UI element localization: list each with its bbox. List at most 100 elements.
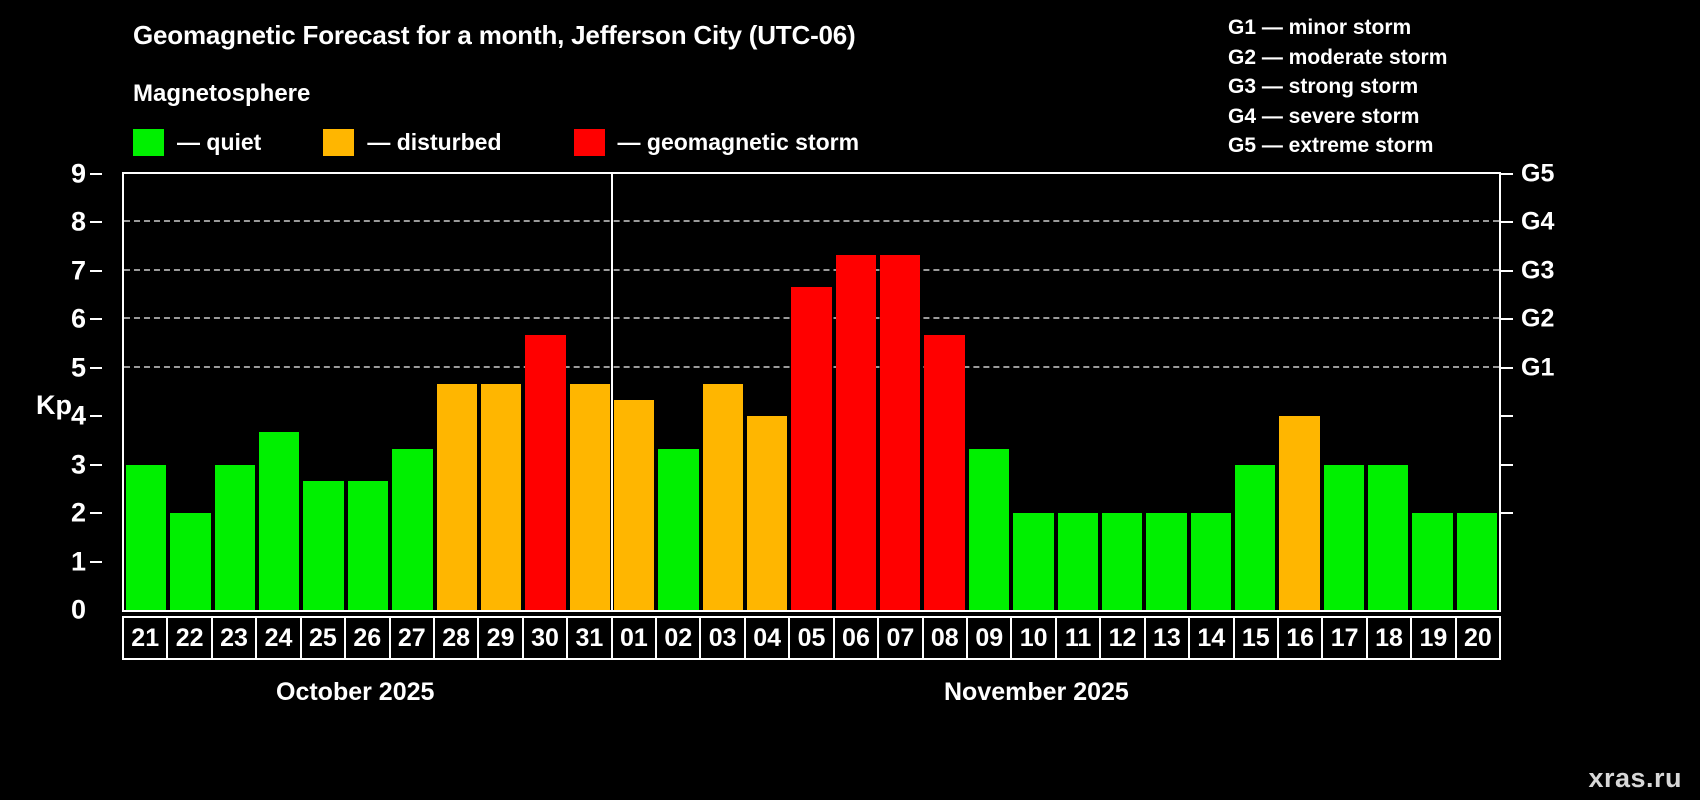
day-label-cell[interactable]: 26 — [344, 616, 391, 660]
bar-slot[interactable] — [1100, 174, 1144, 610]
bar[interactable] — [392, 448, 433, 610]
bar[interactable] — [214, 464, 256, 610]
bar[interactable] — [658, 448, 699, 610]
bar[interactable] — [1013, 513, 1054, 610]
day-label-cell[interactable]: 31 — [566, 616, 613, 660]
y-axis-tick-mark — [90, 221, 102, 224]
bar[interactable] — [1456, 513, 1498, 610]
bar[interactable] — [569, 383, 610, 610]
bar-slot[interactable] — [1322, 174, 1366, 610]
day-label: 14 — [1197, 623, 1226, 652]
bar-slot[interactable] — [168, 174, 212, 610]
bar-slot[interactable] — [301, 174, 345, 610]
day-label-cell[interactable]: 02 — [655, 616, 702, 660]
day-label-cell[interactable]: 03 — [699, 616, 746, 660]
bar-slot[interactable] — [1144, 174, 1188, 610]
bar-slot[interactable] — [656, 174, 700, 610]
bar[interactable] — [880, 254, 921, 610]
month-caption-october: October 2025 — [276, 678, 435, 706]
bar[interactable] — [170, 513, 211, 610]
bar[interactable] — [1368, 464, 1409, 610]
day-label-cell[interactable]: 12 — [1099, 616, 1146, 660]
bar[interactable] — [1190, 513, 1231, 610]
g-axis-tick-mark — [1501, 318, 1513, 321]
day-label-cell[interactable]: 24 — [255, 616, 302, 660]
day-label-cell[interactable]: 25 — [299, 616, 347, 660]
bar[interactable] — [303, 480, 344, 610]
bar-slot[interactable] — [1410, 174, 1454, 610]
bar[interactable] — [480, 383, 522, 610]
day-label-cell[interactable]: 01 — [610, 616, 658, 660]
bar-slot[interactable] — [745, 174, 789, 610]
bar-slot[interactable] — [922, 174, 966, 610]
bar-slot[interactable] — [1233, 174, 1277, 610]
bar[interactable] — [924, 335, 965, 610]
day-label-cell[interactable]: 08 — [921, 616, 969, 660]
bar-slot[interactable] — [1366, 174, 1410, 610]
bar-slot[interactable] — [523, 174, 567, 610]
bar-slot[interactable] — [390, 174, 434, 610]
bar[interactable] — [525, 335, 566, 610]
bar-slot[interactable] — [1277, 174, 1321, 610]
bar[interactable] — [1101, 513, 1143, 610]
bar-slot[interactable] — [257, 174, 301, 610]
bar[interactable] — [747, 416, 788, 610]
day-label-cell[interactable]: 16 — [1276, 616, 1324, 660]
bar-slot[interactable] — [612, 174, 656, 610]
day-label-cell[interactable]: 30 — [521, 616, 569, 660]
day-label-cell[interactable]: 17 — [1321, 616, 1368, 660]
bar-slot[interactable] — [1455, 174, 1499, 610]
day-label-cell[interactable]: 07 — [877, 616, 924, 660]
bar-slot[interactable] — [967, 174, 1011, 610]
bar-slot[interactable] — [479, 174, 523, 610]
bar[interactable] — [835, 254, 877, 610]
day-label-cell[interactable]: 29 — [477, 616, 524, 660]
day-label-cell[interactable]: 05 — [788, 616, 835, 660]
bar[interactable] — [259, 432, 300, 610]
bar[interactable] — [1234, 464, 1276, 610]
bar-slot[interactable] — [1189, 174, 1233, 610]
bar-slot[interactable] — [878, 174, 922, 610]
bar-slot[interactable] — [1011, 174, 1055, 610]
bar-slot[interactable] — [213, 174, 257, 610]
day-label-cell[interactable]: 04 — [743, 616, 791, 660]
legend-swatch-storm-icon — [573, 128, 605, 156]
bar-slot[interactable] — [346, 174, 390, 610]
day-label-cell[interactable]: 06 — [832, 616, 880, 660]
g-scale-legend-line-g2: G2 — moderate storm — [1228, 45, 1448, 69]
day-label-cell[interactable]: 23 — [210, 616, 258, 660]
day-label-cell[interactable]: 27 — [388, 616, 435, 660]
day-label-cell[interactable]: 13 — [1143, 616, 1191, 660]
bar[interactable] — [436, 383, 477, 610]
day-label-cell[interactable]: 15 — [1232, 616, 1279, 660]
day-label-cell[interactable]: 21 — [122, 616, 169, 660]
bar-slot[interactable] — [834, 174, 878, 610]
day-label-cell[interactable]: 28 — [432, 616, 480, 660]
bar[interactable] — [347, 480, 389, 610]
day-label-cell[interactable]: 14 — [1188, 616, 1235, 660]
bar[interactable] — [126, 464, 167, 610]
watermark: xras.ru — [1588, 763, 1682, 793]
bar[interactable] — [1279, 416, 1320, 610]
bar-slot[interactable] — [701, 174, 745, 610]
bar[interactable] — [1146, 513, 1187, 610]
bar[interactable] — [1057, 513, 1098, 610]
day-label-cell[interactable]: 20 — [1454, 616, 1502, 660]
day-label-cell[interactable]: 19 — [1410, 616, 1457, 660]
day-label-cell[interactable]: 10 — [1010, 616, 1057, 660]
bar-slot[interactable] — [435, 174, 479, 610]
bar[interactable] — [1323, 464, 1365, 610]
day-label-cell[interactable]: 18 — [1365, 616, 1413, 660]
day-label-cell[interactable]: 09 — [966, 616, 1013, 660]
day-label-cell[interactable]: 11 — [1054, 616, 1102, 660]
bar[interactable] — [791, 286, 832, 610]
day-label-cell[interactable]: 22 — [166, 616, 213, 660]
bar[interactable] — [968, 448, 1010, 610]
bar-slot[interactable] — [124, 174, 168, 610]
bar-slot[interactable] — [568, 174, 612, 610]
bar[interactable] — [702, 383, 744, 610]
bar[interactable] — [613, 400, 655, 610]
bar[interactable] — [1412, 513, 1453, 610]
bar-slot[interactable] — [1056, 174, 1100, 610]
bar-slot[interactable] — [789, 174, 833, 610]
